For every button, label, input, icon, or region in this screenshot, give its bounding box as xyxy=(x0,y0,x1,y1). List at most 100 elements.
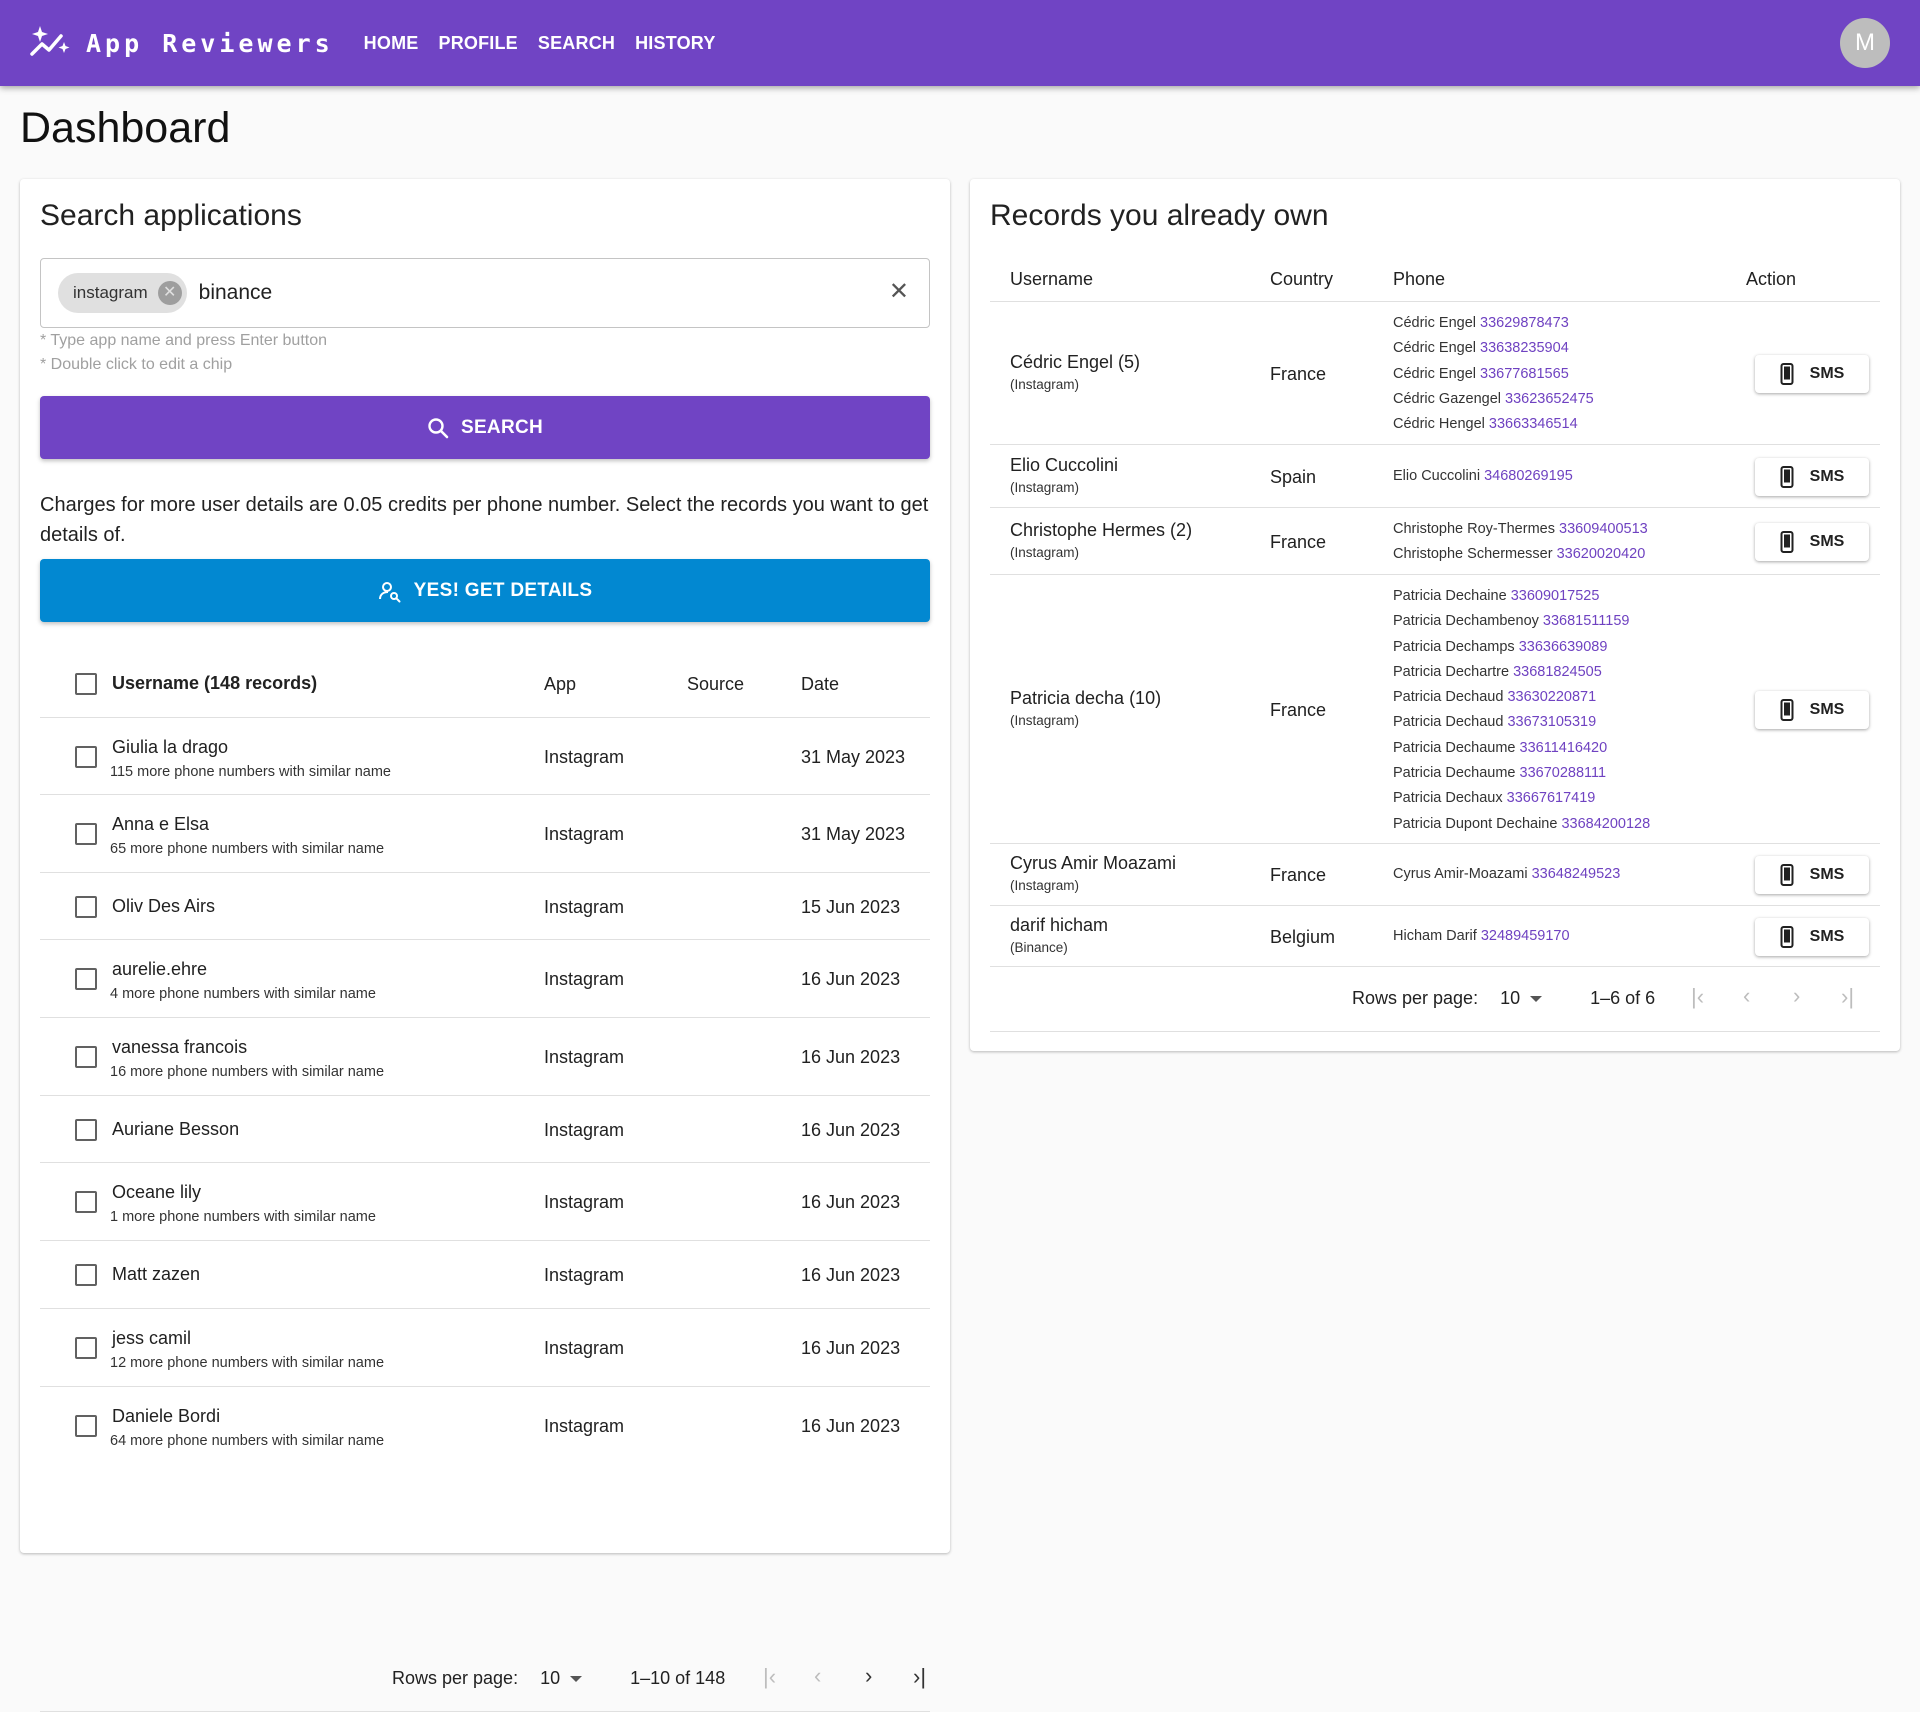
owned-row: Cyrus Amir Moazami (Instagram) France Cyrus… xyxy=(990,844,1880,906)
phone-number[interactable]: 33609400513 xyxy=(1559,521,1648,537)
search-icon xyxy=(428,417,449,438)
search-input-value[interactable]: binance xyxy=(198,281,273,304)
row-checkbox[interactable] xyxy=(75,896,97,918)
owned-phone-list: Elio Cuccolini 34680269195 xyxy=(1393,464,1573,489)
sms-button-label: SMS xyxy=(1809,365,1845,382)
row-checkbox[interactable] xyxy=(75,746,97,768)
select-all-checkbox[interactable] xyxy=(75,673,97,695)
avatar[interactable]: M xyxy=(1840,18,1890,68)
col-username: Username (148 records) xyxy=(112,673,318,693)
phone-number[interactable]: 33673105319 xyxy=(1507,714,1597,731)
table-row[interactable]: Giulia la drago 115 more phone numbers wi… xyxy=(40,718,930,795)
owned-row: Cédric Engel (5) (Instagram) France Cédric … xyxy=(990,302,1880,445)
nav-profile[interactable]: PROFILE xyxy=(438,32,518,53)
table-row[interactable]: aurelie.ehre 4 more phone numbers with si… xyxy=(40,940,930,1018)
rows-per-page-select[interactable]: 10 xyxy=(540,1668,583,1689)
col-date: Date xyxy=(801,674,840,694)
owned-row: Christophe Hermes (2) (Instagram) France Ch… xyxy=(990,508,1880,575)
sms-button[interactable]: SMS xyxy=(1755,856,1869,894)
row-checkbox[interactable] xyxy=(75,1046,97,1068)
app-bar: App Reviewers HOME PROFILE SEARCH HISTOR… xyxy=(0,0,1920,86)
phone-number[interactable]: 33638235904 xyxy=(1480,340,1569,357)
table-row[interactable]: Oceane lily 1 more phone numbers with sim… xyxy=(40,1163,930,1241)
sms-button[interactable]: SMS xyxy=(1755,355,1869,393)
owned-first-page-icon[interactable]: |‹ xyxy=(1691,984,1705,1009)
clear-icon[interactable]: ✕ xyxy=(888,278,909,305)
phone-number[interactable]: 34680269195 xyxy=(1484,468,1573,484)
phone-number[interactable]: 33667617419 xyxy=(1506,790,1596,807)
phone-number[interactable]: 33630220871 xyxy=(1507,689,1597,706)
owned-rows-per-page-select[interactable]: 10 xyxy=(1500,988,1543,1009)
table-row[interactable]: Matt zazen Instagram 16 Jun 2023 xyxy=(40,1241,930,1309)
owned-last-page-icon[interactable]: ›| xyxy=(1841,984,1855,1009)
row-checkbox[interactable] xyxy=(75,823,97,845)
row-checkbox[interactable] xyxy=(75,1264,97,1286)
phone-number[interactable]: 33629878473 xyxy=(1480,315,1569,331)
phone-owner-name: Christophe Schermesser xyxy=(1393,546,1553,563)
owned-header-row: Username Country Phone Action xyxy=(990,255,1880,302)
sms-button[interactable]: SMS xyxy=(1755,458,1869,496)
phone-number[interactable]: 33670288111 xyxy=(1519,765,1607,782)
row-app: Instagram xyxy=(544,1192,625,1212)
owned-username: Cédric Engel (5) xyxy=(1010,352,1141,372)
phone-number[interactable]: 33620020420 xyxy=(1556,546,1646,563)
phone-entry: Cédric Hengel 33663346514 xyxy=(1393,412,1594,437)
table-row[interactable]: Oliv Des Airs Instagram 15 Jun 2023 xyxy=(40,873,930,940)
owned-rows-per-page-label: Rows per page: xyxy=(1352,988,1479,1008)
phone-number[interactable]: 33648249523 xyxy=(1531,866,1621,882)
phone-number[interactable]: 33684200128 xyxy=(1561,815,1651,832)
phone-number[interactable]: 33636639089 xyxy=(1518,638,1608,655)
phone-number[interactable]: 33609017525 xyxy=(1510,588,1600,604)
sms-button[interactable]: SMS xyxy=(1755,523,1869,561)
table-row[interactable]: Auriane Besson Instagram 16 Jun 2023 xyxy=(40,1096,930,1163)
records-pagination: Rows per page: 10 1–10 of 148 xyxy=(392,1668,725,1689)
brand[interactable]: App Reviewers xyxy=(30,24,334,62)
phone-number[interactable]: 33663346514 xyxy=(1488,416,1578,433)
nav-history[interactable]: HISTORY xyxy=(635,32,716,53)
row-checkbox[interactable] xyxy=(75,1415,97,1437)
row-checkbox[interactable] xyxy=(75,1337,97,1359)
get-details-button[interactable]: YES! GET DETAILS xyxy=(40,559,930,622)
row-checkbox[interactable] xyxy=(75,1119,97,1141)
phone-number[interactable]: 33681824505 xyxy=(1513,663,1602,680)
sms-button[interactable]: SMS xyxy=(1755,918,1869,956)
phone-owner-name: Patricia Dechartre xyxy=(1393,663,1510,680)
table-row[interactable]: vanessa francois 16 more phone numbers wi… xyxy=(40,1018,930,1096)
table-row[interactable]: Daniele Bordi 64 more phone numbers with … xyxy=(40,1387,930,1465)
app-chip[interactable]: instagram ✕ xyxy=(58,273,187,313)
row-date: 16 Jun 2023 xyxy=(801,1120,901,1140)
nav-search[interactable]: SEARCH xyxy=(537,32,616,53)
sms-button-label: SMS xyxy=(1809,928,1845,945)
chip-label: instagram xyxy=(73,283,148,302)
row-checkbox[interactable] xyxy=(75,1191,97,1213)
table-row[interactable]: jess camil 12 more phone numbers with sim… xyxy=(40,1309,930,1387)
phone-number[interactable]: 33677681565 xyxy=(1480,365,1569,382)
phone-number[interactable]: 33623652475 xyxy=(1505,390,1594,407)
phone-owner-name: Patricia Dechaume xyxy=(1393,765,1516,782)
search-button[interactable]: SEARCH xyxy=(40,396,930,459)
owned-username: Christophe Hermes (2) xyxy=(1010,520,1193,540)
caret-down-icon xyxy=(1530,995,1543,1002)
owned-next-page-icon[interactable]: › xyxy=(1793,983,1801,1008)
owned-phone-list: Christophe Roy-Thermes 33609400513 Christ… xyxy=(1393,517,1648,568)
phone-owner-name: Patricia Dechaud xyxy=(1393,714,1504,731)
phone-number[interactable]: 33611416420 xyxy=(1519,739,1608,756)
phone-entry: Patricia Dechaud 33630220871 xyxy=(1393,685,1650,710)
row-checkbox[interactable] xyxy=(75,968,97,990)
app-search-input[interactable]: instagram ✕ binance ✕ xyxy=(40,258,930,328)
phone-number[interactable]: 32489459170 xyxy=(1480,928,1570,944)
phone-entry: Cédric Engel 33629878473 xyxy=(1393,311,1594,336)
owned-prev-page-icon[interactable]: ‹ xyxy=(1743,983,1751,1008)
row-username: Daniele Bordi xyxy=(112,1406,221,1426)
prev-page-icon[interactable]: ‹ xyxy=(814,1663,822,1688)
last-page-icon[interactable]: ›| xyxy=(913,1664,927,1689)
chip-remove-icon[interactable]: ✕ xyxy=(157,281,182,305)
nav-home[interactable]: HOME xyxy=(363,32,419,53)
sms-button[interactable]: SMS xyxy=(1755,691,1869,729)
phone-number[interactable]: 33681511159 xyxy=(1542,613,1630,630)
table-row[interactable]: Anna e Elsa 65 more phone numbers with si… xyxy=(40,795,930,873)
first-page-icon[interactable]: |‹ xyxy=(763,1664,777,1689)
owned-app: (Instagram) xyxy=(1010,377,1080,392)
phone-owner-name: Cédric Engel xyxy=(1393,365,1477,382)
next-page-icon[interactable]: › xyxy=(865,1663,873,1688)
